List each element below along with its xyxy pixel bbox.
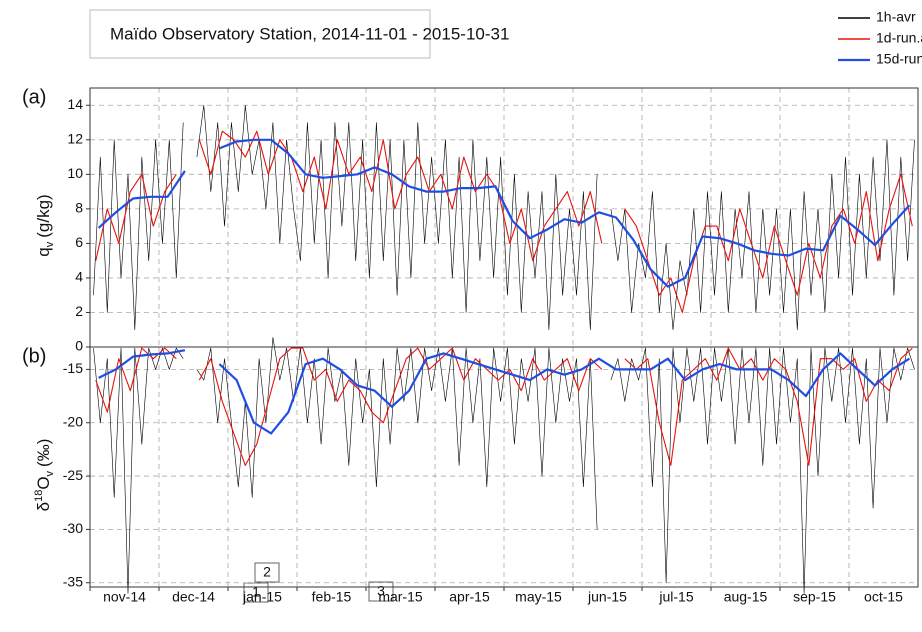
y-tick-label: 2 bbox=[75, 303, 83, 319]
y-tick-label: 10 bbox=[67, 165, 83, 181]
series-line bbox=[218, 138, 911, 288]
y-axis-label: qv (g/kg) bbox=[34, 194, 55, 256]
series-line bbox=[610, 347, 915, 594]
series-line bbox=[97, 170, 186, 229]
y-axis-label: δ18Ov (‰) bbox=[33, 439, 56, 512]
x-tick-label: dec-14 bbox=[172, 589, 215, 605]
x-tick-label: apr-15 bbox=[449, 589, 490, 605]
panel-label: (b) bbox=[22, 345, 46, 367]
y-axis-label-part: v bbox=[44, 241, 56, 247]
x-tick-label: jan-15 bbox=[242, 589, 282, 605]
series-line bbox=[93, 122, 184, 330]
y-axis-label-part: v bbox=[44, 470, 56, 476]
y-axis-label-part: 18 bbox=[33, 490, 45, 502]
x-tick-label: sep-15 bbox=[793, 589, 836, 605]
annotation: 1 bbox=[252, 584, 260, 600]
legend-label: 15d-run.avr. bbox=[876, 51, 922, 67]
y-axis-label-part: O bbox=[34, 476, 53, 489]
x-tick-label: jul-15 bbox=[658, 589, 693, 605]
annotation: 3 bbox=[377, 583, 385, 599]
x-tick-label: jun-15 bbox=[587, 589, 627, 605]
legend-label: 1h-avr bbox=[876, 9, 916, 25]
series-line bbox=[98, 349, 186, 379]
y-axis-label-part: (g/kg) bbox=[34, 194, 53, 237]
legend-label: 1d-run.avr. bbox=[876, 30, 922, 46]
y-axis-label-part: δ bbox=[34, 502, 53, 511]
y-axis-label-part: (‰) bbox=[34, 439, 53, 467]
series-line bbox=[198, 130, 603, 262]
x-tick-label: mar-15 bbox=[378, 589, 423, 605]
y-tick-label: 8 bbox=[75, 200, 83, 216]
x-tick-label: may-15 bbox=[515, 589, 562, 605]
y-tick-label: 12 bbox=[67, 131, 83, 147]
series-line bbox=[196, 105, 598, 330]
y-tick-label: 14 bbox=[67, 96, 83, 112]
x-tick-label: oct-15 bbox=[864, 589, 903, 605]
chart-title: Maïdo Observatory Station, 2014-11-01 - … bbox=[110, 24, 509, 43]
title-box bbox=[89, 9, 431, 59]
y-tick-label: -25 bbox=[63, 467, 83, 483]
y-tick-label: -20 bbox=[63, 413, 83, 429]
x-tick-label: aug-15 bbox=[724, 589, 768, 605]
y-tick-label: -30 bbox=[63, 520, 83, 536]
y-tick-label: 0 bbox=[75, 338, 83, 354]
series-line bbox=[610, 139, 915, 330]
series-line bbox=[93, 347, 184, 594]
y-tick-label: -35 bbox=[63, 573, 83, 589]
panel-label: (a) bbox=[22, 86, 46, 108]
series-line bbox=[198, 347, 603, 466]
y-tick-label: 6 bbox=[75, 234, 83, 250]
y-tick-label: -15 bbox=[63, 360, 83, 376]
series-line bbox=[218, 352, 910, 435]
annotation-box bbox=[254, 562, 280, 583]
series-line bbox=[196, 337, 598, 530]
annotation: 2 bbox=[263, 564, 271, 580]
y-tick-label: 4 bbox=[75, 269, 83, 285]
series-line bbox=[95, 347, 177, 413]
x-tick-label: feb-15 bbox=[312, 589, 352, 605]
y-axis-label-part: q bbox=[34, 247, 53, 256]
x-tick-label: nov-14 bbox=[103, 589, 146, 605]
